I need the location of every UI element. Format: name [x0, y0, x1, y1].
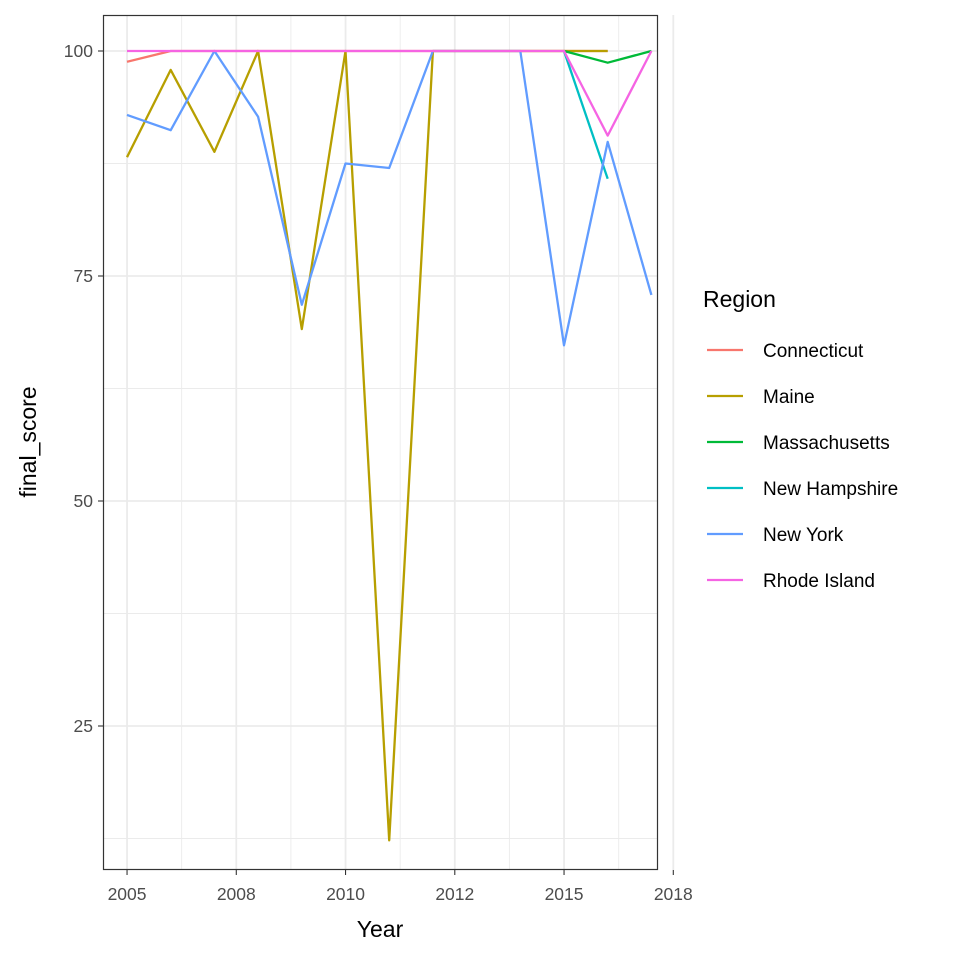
minor-x-gridlines	[181, 15, 620, 870]
legend-item-massachusetts: Massachusetts	[707, 433, 890, 454]
legend-label: Massachusetts	[763, 433, 890, 454]
legend-label: Maine	[763, 387, 815, 408]
x-tick-label: 2012	[435, 884, 474, 904]
legend-item-maine: Maine	[707, 387, 815, 408]
legend-label: New York	[763, 525, 844, 546]
plot-panel-border	[102, 14, 659, 871]
series-line-new-hampshire	[562, 50, 609, 180]
series-line-massachusetts	[563, 49, 652, 64]
y-tick-label: 100	[64, 41, 93, 61]
plot-panel-background	[103, 15, 658, 870]
x-tick-label: 2015	[545, 884, 584, 904]
legend: Region Connecticut Maine Massachusetts New …	[703, 286, 898, 592]
legend-item-new-york: New York	[707, 525, 844, 546]
y-tick-label: 50	[74, 491, 94, 511]
legend-item-new-hampshire: New Hampshire	[707, 479, 898, 500]
legend-label: New Hampshire	[763, 479, 898, 500]
x-tick-label: 2010	[326, 884, 365, 904]
legend-items: Connecticut Maine Massachusetts New Hampshi…	[707, 341, 898, 592]
series-lines	[125, 49, 653, 842]
x-tick-label: 2018	[654, 884, 693, 904]
legend-item-connecticut: Connecticut	[707, 341, 864, 362]
legend-label: Rhode Island	[763, 571, 875, 592]
x-axis-title: Year	[357, 916, 404, 942]
y-axis-title: final_score	[15, 386, 41, 497]
x-tick-label: 2008	[217, 884, 256, 904]
x-axis: 2005 2008 2010 2012 2015 2018	[108, 870, 693, 904]
y-tick-label: 25	[74, 716, 93, 736]
x-tick-label: 2005	[108, 884, 147, 904]
series-line-rhode-island	[127, 49, 653, 137]
minor-y-gridlines	[103, 163, 658, 839]
y-tick-label: 75	[74, 266, 93, 286]
y-axis: 25 50 75 100	[64, 41, 103, 736]
major-x-gridlines	[126, 15, 675, 870]
legend-title: Region	[703, 286, 776, 312]
legend-label: Connecticut	[763, 341, 864, 362]
legend-item-rhode-island: Rhode Island	[707, 571, 875, 592]
